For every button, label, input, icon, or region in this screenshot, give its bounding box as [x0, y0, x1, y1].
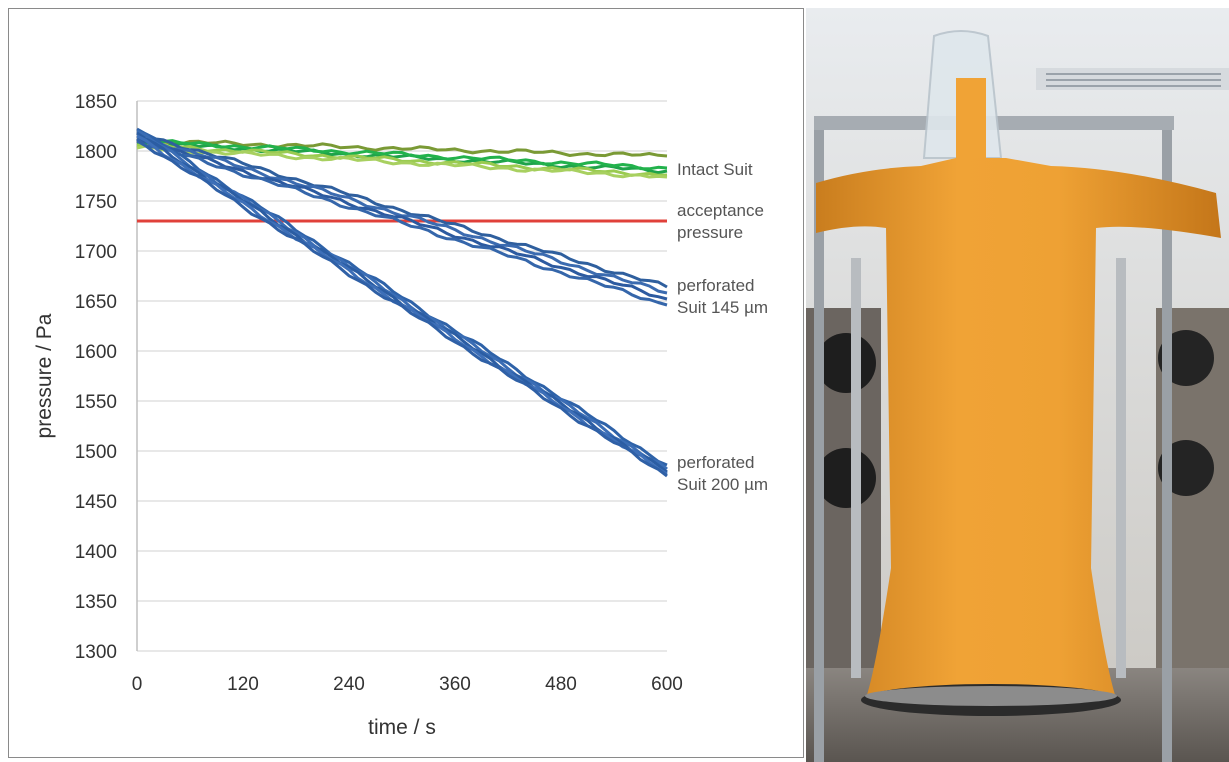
- x-tick-label: 0: [132, 674, 143, 695]
- y-tick-label: 1600: [75, 342, 117, 363]
- y-tick-label: 1850: [75, 92, 117, 113]
- x-tick-label: 480: [545, 674, 577, 695]
- y-tick-labels: 1300 1350 1400 1450 1500 1550 1600 1650 1700 1750…: [75, 92, 117, 663]
- y-tick-label: 1400: [75, 542, 117, 563]
- series-annotation: perforated: [677, 453, 755, 472]
- series-annotation: perforated: [677, 276, 755, 295]
- y-tick-label: 1650: [75, 292, 117, 313]
- suit-test-photo-image: [806, 8, 1229, 762]
- y-tick-label: 1300: [75, 642, 117, 663]
- series-annotation: acceptance: [677, 201, 764, 220]
- series-line: [137, 136, 667, 293]
- x-tick-label: 360: [439, 674, 471, 695]
- x-tick-label: 600: [651, 674, 683, 695]
- y-tick-label: 1800: [75, 142, 117, 163]
- x-tick-label: 120: [227, 674, 259, 695]
- y-tick-label: 1450: [75, 492, 117, 513]
- x-tick-label: 240: [333, 674, 365, 695]
- series-line: [137, 131, 667, 469]
- series-annotation: Intact Suit: [677, 160, 753, 179]
- series-annotation: pressure: [677, 223, 743, 242]
- y-tick-label: 1500: [75, 442, 117, 463]
- y-tick-label: 1700: [75, 242, 117, 263]
- y-tick-label: 1350: [75, 592, 117, 613]
- series-line: [137, 129, 667, 465]
- x-tick-labels: 0 120 240 360 480 600: [132, 674, 683, 695]
- chart-panel: 1300 1350 1400 1450 1500 1550 1600 1650 1700 1750…: [8, 8, 804, 758]
- pressure-chart: 1300 1350 1400 1450 1500 1550 1600 1650 1700 1750…: [9, 9, 805, 759]
- series-line: [137, 141, 667, 305]
- x-axis-title: time / s: [368, 716, 436, 739]
- series-line: [137, 139, 667, 476]
- series-annotation: Suit 200 µm: [677, 475, 768, 494]
- y-tick-label: 1750: [75, 192, 117, 213]
- y-tick-label: 1550: [75, 392, 117, 413]
- series-lines: [137, 129, 667, 476]
- suit-test-photo: [806, 8, 1229, 762]
- series-annotation: Suit 145 µm: [677, 298, 768, 317]
- y-axis-title: pressure / Pa: [33, 313, 56, 438]
- annotations: Intact Suit acceptance pressure perforated S…: [677, 160, 768, 494]
